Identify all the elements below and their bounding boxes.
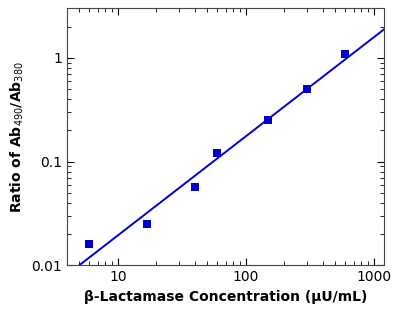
Point — [144, 222, 150, 227]
Point — [192, 184, 198, 189]
Point — [86, 241, 93, 246]
Point — [265, 118, 272, 123]
Point — [304, 86, 310, 91]
X-axis label: β-Lactamase Concentration (μU/mL): β-Lactamase Concentration (μU/mL) — [84, 290, 367, 304]
Point — [214, 151, 221, 156]
Y-axis label: Ratio of Ab$_{490}$/Ab$_{380}$: Ratio of Ab$_{490}$/Ab$_{380}$ — [8, 61, 26, 213]
Point — [342, 51, 349, 56]
